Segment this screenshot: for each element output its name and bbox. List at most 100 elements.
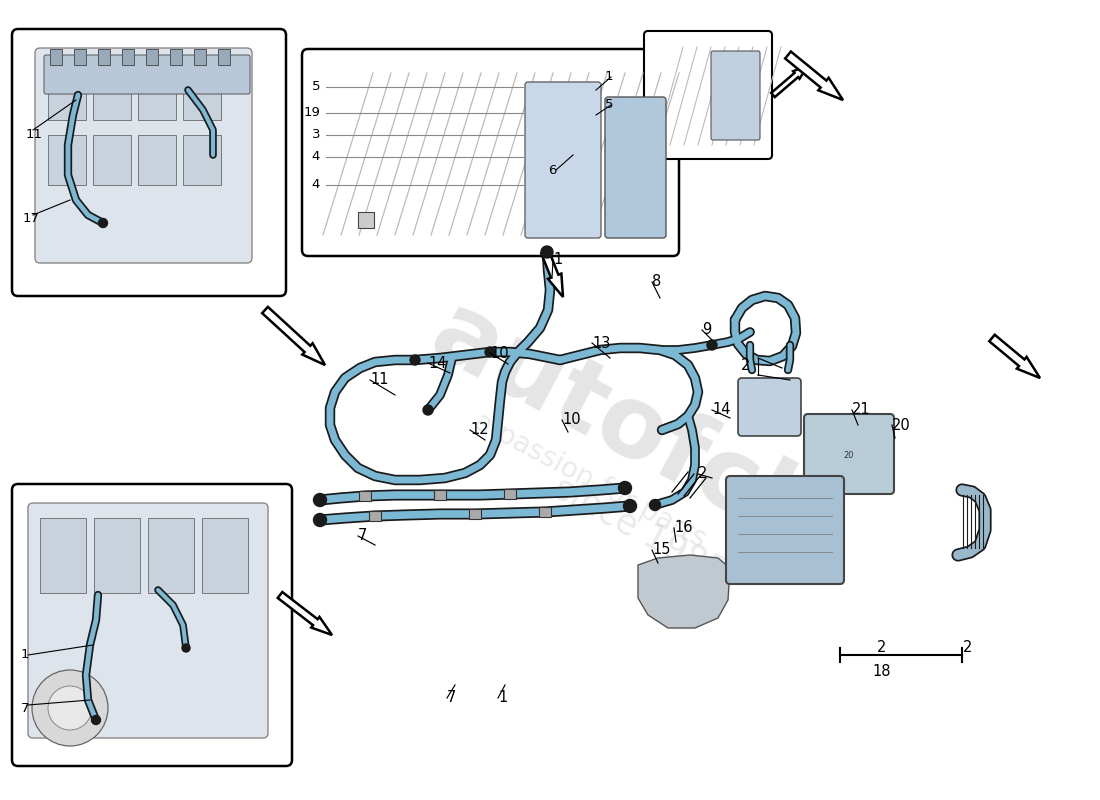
Polygon shape: [989, 334, 1040, 378]
Circle shape: [541, 246, 553, 258]
Text: 14: 14: [712, 402, 730, 418]
Bar: [48, 65, 86, 120]
Bar: [122, 49, 134, 65]
FancyBboxPatch shape: [525, 82, 601, 238]
Text: 2: 2: [698, 466, 707, 482]
Text: 5: 5: [311, 81, 320, 94]
Polygon shape: [638, 555, 730, 628]
Circle shape: [485, 347, 495, 357]
Text: 12: 12: [470, 422, 488, 438]
Bar: [94, 135, 131, 185]
Text: 16: 16: [674, 521, 693, 535]
Text: 14: 14: [428, 355, 447, 370]
FancyBboxPatch shape: [12, 484, 292, 766]
Text: 11: 11: [370, 373, 388, 387]
Text: 4: 4: [311, 178, 320, 191]
Bar: [469, 509, 481, 519]
Text: 1: 1: [553, 253, 562, 267]
Bar: [146, 49, 158, 65]
Bar: [74, 49, 86, 65]
Circle shape: [91, 715, 100, 725]
FancyBboxPatch shape: [35, 48, 252, 263]
Polygon shape: [277, 592, 332, 635]
Text: 13: 13: [592, 335, 611, 350]
Text: 21: 21: [852, 402, 870, 418]
Text: 1: 1: [21, 649, 30, 662]
Circle shape: [32, 670, 108, 746]
Text: 1: 1: [498, 690, 507, 706]
Text: 2: 2: [964, 641, 972, 655]
Circle shape: [424, 405, 433, 415]
Bar: [194, 49, 206, 65]
Circle shape: [314, 514, 327, 526]
Text: 20: 20: [892, 418, 911, 433]
FancyBboxPatch shape: [302, 49, 679, 256]
Text: 8: 8: [652, 274, 661, 290]
Polygon shape: [771, 65, 808, 97]
Text: 7: 7: [358, 529, 367, 543]
Text: 9: 9: [702, 322, 712, 338]
FancyBboxPatch shape: [28, 503, 268, 738]
Bar: [94, 65, 131, 120]
Bar: [359, 491, 371, 501]
FancyBboxPatch shape: [605, 97, 665, 238]
Bar: [368, 511, 381, 521]
Text: 20: 20: [844, 450, 855, 459]
Text: since 1985: since 1985: [548, 470, 732, 590]
Bar: [539, 507, 551, 517]
Text: 3: 3: [311, 129, 320, 142]
Circle shape: [314, 494, 327, 506]
Text: 7: 7: [21, 702, 30, 714]
Text: 5: 5: [605, 98, 614, 111]
Bar: [183, 65, 221, 120]
Bar: [138, 65, 176, 120]
FancyBboxPatch shape: [44, 55, 250, 94]
Text: 18: 18: [872, 665, 891, 679]
Bar: [48, 135, 86, 185]
Circle shape: [649, 499, 660, 510]
Polygon shape: [262, 307, 324, 365]
FancyBboxPatch shape: [726, 476, 844, 584]
Text: 11: 11: [26, 129, 43, 142]
FancyBboxPatch shape: [711, 51, 760, 140]
Text: 6: 6: [548, 163, 557, 177]
Circle shape: [99, 218, 108, 227]
Bar: [50, 49, 62, 65]
Bar: [202, 518, 248, 593]
Bar: [40, 518, 86, 593]
Text: 15: 15: [652, 542, 671, 558]
Text: 10: 10: [562, 413, 581, 427]
FancyBboxPatch shape: [12, 29, 286, 296]
Text: 19: 19: [304, 106, 320, 119]
Text: 1: 1: [605, 70, 614, 83]
FancyBboxPatch shape: [644, 31, 772, 159]
Bar: [94, 518, 140, 593]
Text: 4: 4: [311, 150, 320, 163]
Bar: [148, 518, 194, 593]
Bar: [170, 49, 182, 65]
Circle shape: [618, 482, 631, 494]
Bar: [434, 490, 446, 500]
Polygon shape: [541, 250, 563, 297]
Text: 10: 10: [490, 346, 508, 361]
Circle shape: [410, 355, 420, 365]
Text: 17: 17: [23, 211, 40, 225]
Circle shape: [48, 686, 92, 730]
Polygon shape: [785, 51, 843, 100]
Bar: [183, 135, 221, 185]
Text: a passion for parts: a passion for parts: [469, 407, 711, 553]
Text: 7: 7: [447, 690, 456, 706]
Bar: [358, 212, 374, 228]
FancyBboxPatch shape: [738, 378, 801, 436]
Text: 2: 2: [740, 358, 750, 373]
Bar: [138, 135, 176, 185]
Bar: [504, 489, 516, 499]
Circle shape: [707, 340, 717, 350]
FancyBboxPatch shape: [804, 414, 894, 494]
Bar: [98, 49, 110, 65]
Circle shape: [182, 644, 190, 652]
Text: autofcl: autofcl: [414, 285, 806, 555]
Bar: [218, 49, 230, 65]
Circle shape: [624, 499, 637, 513]
Text: 2: 2: [878, 641, 887, 655]
